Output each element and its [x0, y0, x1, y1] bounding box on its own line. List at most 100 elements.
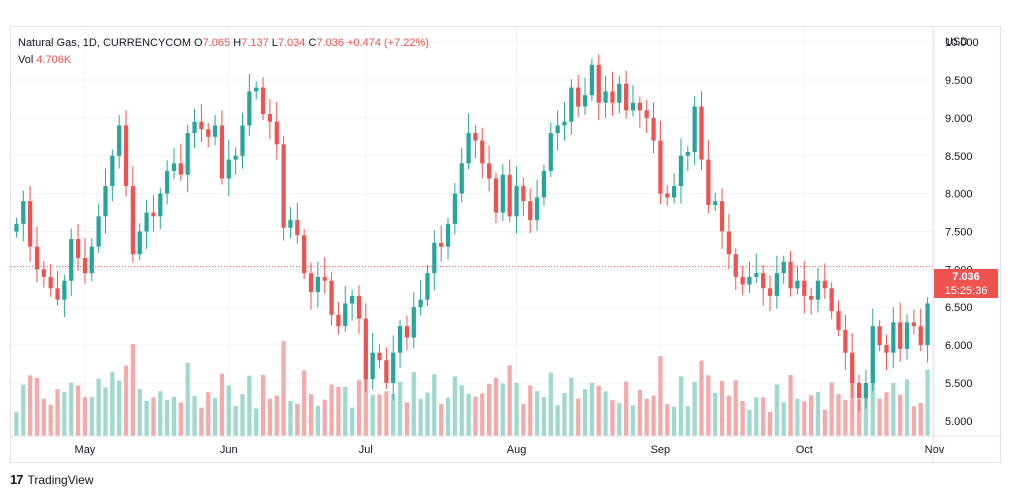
candle-down [281, 144, 286, 228]
volume-bar [699, 360, 704, 436]
volume-bar [233, 406, 238, 436]
high-value: 7.137 [241, 37, 269, 49]
candle-down [644, 110, 649, 118]
volume-bar [713, 393, 718, 436]
grid-lines [11, 27, 935, 436]
candle-up [589, 64, 595, 96]
volume-bar [404, 402, 410, 436]
candle-down [206, 129, 211, 137]
volume-bar [370, 394, 375, 436]
candle-down [918, 326, 923, 346]
price-chart[interactable]: 5.0005.5006.0006.5007.0007.5008.0008.500… [11, 27, 1002, 464]
volume-bar [240, 394, 245, 436]
volume-bar [706, 375, 711, 436]
volume-bar [336, 387, 341, 436]
volume-bar [466, 394, 471, 436]
candle-down [856, 382, 862, 399]
volume-bar [158, 391, 163, 436]
candle-down [363, 318, 368, 380]
candle-down [911, 322, 916, 327]
volume-bar [493, 377, 499, 436]
volume-bar [788, 375, 793, 436]
price-tick-label: 6.000 [945, 340, 973, 352]
volume-bar [384, 391, 389, 436]
month-tick-label: May [75, 444, 96, 456]
volume-bar [295, 403, 300, 436]
candle-down [274, 121, 279, 145]
volume-bar [850, 378, 855, 436]
open-value: 7.065 [202, 37, 231, 49]
volume-bar [726, 395, 732, 436]
candle-down [528, 201, 533, 221]
volume-bar [747, 409, 752, 436]
volume-bar [206, 392, 211, 436]
volume-bar [459, 385, 464, 436]
candle-up [548, 133, 553, 171]
volume-bar [48, 404, 53, 436]
volume-bar [808, 395, 814, 436]
candle-up [411, 307, 416, 338]
volume-bar [411, 372, 416, 436]
volume-bar [130, 344, 136, 436]
volume-bar [110, 372, 115, 436]
volume-bar [171, 396, 177, 436]
candle-down [767, 288, 773, 296]
candle-up [233, 155, 238, 160]
month-tick-label: Nov [925, 444, 945, 456]
vol-label: Vol [18, 54, 34, 66]
candle-down [260, 87, 266, 115]
volume-bar [521, 403, 526, 436]
volume-bar [41, 398, 46, 436]
candle-up [863, 382, 869, 399]
candle-up [795, 280, 800, 289]
candle-up [678, 155, 684, 187]
candle-up [226, 159, 231, 179]
candle-up [815, 280, 821, 300]
price-axis: 5.0005.5006.0006.5007.0007.5008.0008.500… [945, 37, 979, 428]
volume-bar [397, 381, 403, 436]
vol-value: 4.706K [36, 54, 72, 66]
candle-up [158, 193, 163, 217]
candle-up [671, 186, 677, 198]
candle-up [466, 133, 471, 164]
candle-down [596, 64, 601, 103]
candle-down [82, 258, 88, 274]
volume-bar [96, 378, 101, 436]
candle-up [534, 197, 540, 221]
volume-line: Vol 4.706K [18, 52, 429, 69]
candle-up [891, 322, 896, 353]
volume-bar [534, 391, 540, 436]
candle-down [41, 269, 46, 277]
candle-down [624, 83, 629, 111]
tradingview-icon: 17 [10, 472, 24, 487]
month-tick-label: Oct [796, 444, 813, 456]
volume-bar [89, 397, 94, 436]
volume-bar [904, 379, 910, 436]
volume-bar [836, 394, 841, 436]
volume-bar [877, 398, 882, 436]
volume-bar [75, 385, 81, 436]
tradingview-logo[interactable]: 17 TradingView [10, 472, 94, 487]
candle-up [904, 322, 910, 349]
volume-bar [671, 406, 677, 436]
volume-bar [315, 406, 320, 436]
volume-bar [898, 394, 903, 436]
volume-bar [432, 374, 437, 436]
candle-up [137, 231, 142, 255]
candle-up [603, 91, 608, 103]
volume-bar [733, 380, 738, 436]
volume-bar [589, 383, 595, 436]
volume-bar [151, 397, 156, 436]
volume-bar [822, 409, 827, 436]
volume-bar [452, 376, 457, 436]
volume-bar [308, 394, 314, 436]
candle-down [610, 91, 615, 103]
candle-down [788, 261, 793, 289]
candle-down [55, 288, 60, 300]
candle-down [302, 235, 307, 274]
volume-bar [34, 378, 40, 436]
volume-bar [870, 359, 875, 436]
volume-bar [541, 397, 547, 436]
volume-bar [82, 397, 88, 436]
candle-down [329, 280, 334, 315]
